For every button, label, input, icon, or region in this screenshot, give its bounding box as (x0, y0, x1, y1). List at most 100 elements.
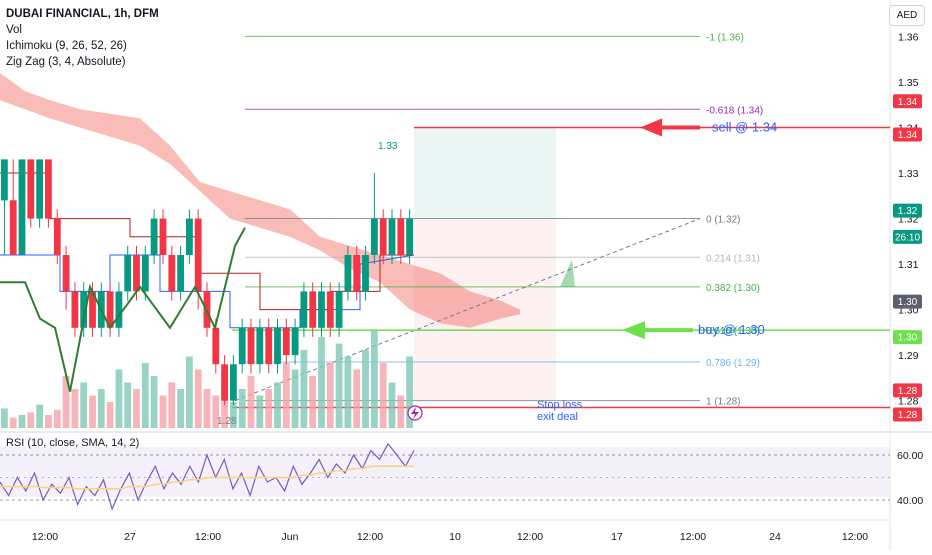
position-target-zone (414, 127, 556, 219)
candle-body (388, 218, 396, 255)
price-badge (893, 203, 922, 218)
candle-body (335, 291, 343, 328)
time-tick: 12:00 (517, 531, 543, 543)
time-tick: 12:00 (195, 531, 221, 543)
volume-bar (150, 376, 158, 428)
volume-bar (133, 389, 140, 428)
candle-body (230, 364, 237, 401)
candle-body (1, 159, 8, 201)
candle-body (265, 327, 273, 365)
volume-bar (71, 389, 79, 428)
candle-body (379, 218, 387, 255)
sell-annotation: sell @ 1.34 (712, 119, 777, 134)
candle-body (221, 364, 228, 401)
price-badge-label: 1.32 (898, 206, 918, 217)
indicator-volume[interactable]: Vol (6, 24, 22, 36)
volume-bar (27, 412, 35, 428)
candle-body (282, 327, 290, 356)
volume-bar (362, 350, 369, 428)
volume-bar (238, 389, 246, 428)
time-tick: 12:00 (32, 531, 58, 543)
ichimoku-cloud-green (540, 259, 575, 287)
time-tick: 12:00 (680, 531, 706, 543)
price-badge-label: 1.28 (898, 386, 918, 397)
chart-legend: DUBAI FINANCIAL, 1h, DFM Vol Ichimoku (9… (6, 6, 159, 70)
volume-bar (62, 376, 70, 428)
candle-body (115, 291, 123, 328)
price-badge-label: 1.34 (898, 130, 918, 141)
high-price-label: 1.33 (378, 141, 398, 152)
volume-bar (265, 389, 273, 428)
volume-bar (45, 415, 52, 428)
fib-label: 1 (1.28) (706, 397, 740, 408)
candle-body (238, 327, 246, 365)
rsi-legend[interactable]: RSI (10, close, SMA, 14, 2) (6, 437, 140, 449)
buy-annotation: buy @ 1.30 (698, 322, 765, 337)
price-tick: 1.36 (898, 31, 919, 43)
time-tick: 10 (449, 531, 461, 543)
candle-body (62, 255, 70, 292)
price-badge (893, 383, 922, 398)
volume-bar (230, 402, 237, 428)
volume-bar (353, 369, 361, 428)
indicator-zigzag[interactable]: Zig Zag (3, 4, Absolute) (6, 56, 126, 68)
volume-bar (291, 369, 299, 428)
price-badge-label: 26:10 (895, 232, 920, 243)
volume-bar (371, 330, 378, 428)
volume-bar (106, 402, 114, 428)
candle-body (362, 255, 369, 292)
ichimoku-base-line (0, 172, 414, 311)
price-tick: 1.28 (898, 396, 919, 408)
candle-body (53, 218, 61, 255)
price-axis: 1.36 1.35 1.34 1.33 1.32 1.31 1.30 1.29 1.28 (898, 31, 919, 407)
volume-bar (18, 415, 26, 428)
indicator-ichimoku[interactable]: Ichimoku (9, 26, 52, 26) (6, 40, 127, 52)
rsi-tick: 40.00 (897, 495, 923, 507)
volume-bar (309, 376, 317, 428)
candle-body (71, 291, 79, 328)
symbol-title[interactable]: DUBAI FINANCIAL, 1h, DFM (6, 8, 159, 20)
volume-bar (388, 382, 396, 428)
price-badge (893, 229, 922, 244)
volume-bar (397, 395, 405, 428)
volume-bar (97, 389, 105, 428)
candle-body (300, 291, 308, 328)
price-badge-label: 1.30 (898, 297, 918, 308)
volume-bar (379, 363, 387, 428)
volume-bar (186, 356, 193, 428)
volume-bar (335, 343, 343, 428)
candle-body (371, 218, 378, 255)
rsi-sma-line (0, 465, 414, 490)
candle-body (247, 327, 255, 365)
price-badge-label: 1.30 (898, 333, 918, 344)
fib-label: 0.382 (1.30) (706, 283, 760, 294)
candle-body (124, 255, 132, 292)
candle-body (212, 327, 220, 365)
candle-body (80, 291, 88, 328)
currency-button[interactable]: AED (889, 5, 925, 26)
candle-body (150, 218, 158, 255)
candle-body (141, 255, 149, 292)
position-stop-zone (414, 218, 556, 401)
volume-bar (36, 404, 43, 428)
volume-bar (159, 395, 167, 428)
time-tick: 12:00 (357, 531, 383, 543)
price-badge (893, 294, 922, 309)
price-badge (893, 94, 922, 109)
volume-bar (212, 395, 220, 428)
candle-body (194, 218, 202, 292)
candle-body (159, 218, 167, 255)
volume-bar (300, 350, 308, 428)
volume-bar (124, 382, 132, 428)
candle-body (291, 327, 299, 356)
time-tick: 27 (124, 531, 136, 543)
volume-bar (318, 337, 325, 428)
candle-body (106, 291, 114, 328)
fib-label: 0.618 (1.30) (706, 326, 760, 337)
buy-arrow-icon (622, 321, 645, 340)
candle-body (89, 291, 96, 328)
candle-body (168, 255, 176, 292)
price-badge-label: 1.34 (898, 97, 918, 108)
